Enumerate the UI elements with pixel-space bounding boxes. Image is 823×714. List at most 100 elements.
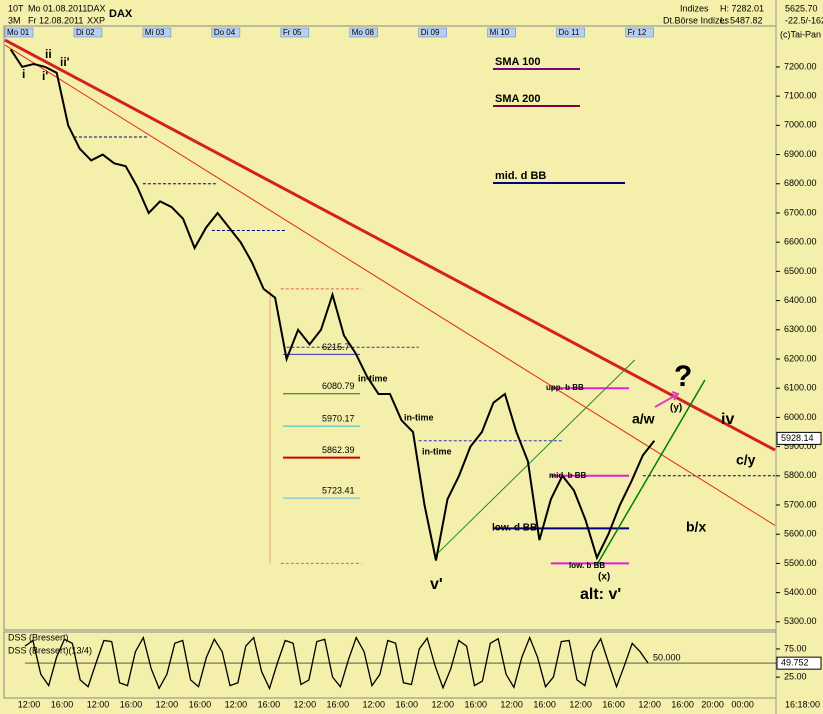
time-label: 16:00	[464, 699, 487, 709]
range: 3M	[8, 15, 21, 25]
y-tick-label: 5300.00	[784, 616, 817, 626]
y-tick-label: 5800.00	[784, 470, 817, 480]
y-tick-label: 7000.00	[784, 120, 817, 130]
osc-last-box	[776, 656, 822, 670]
annotation: a/w	[632, 411, 655, 427]
last-price-box	[776, 431, 822, 445]
y-tick-label: 7100.00	[784, 91, 817, 101]
time-label: 16:00	[671, 699, 694, 709]
annotation: (y)	[670, 403, 682, 414]
trendline	[4, 44, 776, 526]
y-tick-label: 6100.00	[784, 383, 817, 393]
osc-line	[24, 635, 649, 691]
annotation: v'	[430, 576, 443, 593]
y-tick-label: 6200.00	[784, 353, 817, 363]
x-tick-label: Do 04	[214, 28, 236, 37]
time-label: 16:00	[258, 699, 281, 709]
annotation: b/x	[686, 519, 706, 535]
x-tick-label: Mo 08	[352, 28, 375, 37]
period: 10T	[8, 3, 24, 13]
annotation: (x)	[598, 572, 610, 583]
day-box	[4, 27, 34, 38]
current-time: 16:18:00	[785, 699, 820, 709]
annotation: in-time	[404, 412, 434, 422]
osc-midline-label: 50.000	[653, 652, 681, 662]
time-label: 12:00	[431, 699, 454, 709]
osc-tick-label: 75.00	[784, 643, 807, 653]
annotation: low. b BB	[569, 561, 605, 570]
x-tick-label: Di 02	[76, 28, 95, 37]
annotation: iv	[721, 411, 734, 428]
day-box	[556, 27, 585, 38]
group: Indizes	[680, 3, 709, 13]
day-box	[280, 27, 310, 38]
fib-label: 5723.41	[322, 486, 355, 496]
day-box	[625, 27, 654, 38]
x-tick-label: Mi 10	[490, 28, 510, 37]
annotation: in-time	[422, 446, 452, 456]
y-tick-label: 5400.00	[784, 587, 817, 597]
legend-label: mid. d BB	[495, 170, 546, 182]
time-label: 16:00	[189, 699, 212, 709]
time-label: 16:00	[327, 699, 350, 709]
time-label: 20:00	[701, 699, 724, 709]
arrow	[654, 391, 680, 408]
y-tick-label: 6500.00	[784, 266, 817, 276]
y-tick-label: 6300.00	[784, 324, 817, 334]
day-box	[487, 27, 516, 38]
trendline	[4, 38, 776, 452]
group2: Dt.Börse Indizes	[663, 15, 730, 25]
instrument-name: DAX	[109, 8, 133, 20]
x-tick-label: Di 09	[421, 28, 440, 37]
y-tick-label: 5900.00	[784, 441, 817, 451]
fib-label: 6080.79	[322, 381, 355, 391]
osc-tick-label: 25.00	[784, 672, 807, 682]
y-tick-label: 7200.00	[784, 61, 817, 71]
annotation: in-time	[358, 373, 388, 383]
time-label: 00:00	[731, 699, 754, 709]
price-line	[9, 48, 656, 561]
day-box	[73, 27, 103, 38]
time-label: 16:00	[396, 699, 419, 709]
low: L: 5487.82	[720, 15, 763, 25]
annotation: ii	[45, 47, 52, 61]
trendline	[435, 359, 636, 556]
time-label: 12:00	[294, 699, 317, 709]
y-tick-label: 6800.00	[784, 178, 817, 188]
x-tick-label: Mi 03	[145, 28, 165, 37]
legend-label: SMA 200	[495, 93, 540, 105]
time-label: 12:00	[225, 699, 248, 709]
fib-label: 5862.39	[322, 445, 355, 455]
annotation: i'	[42, 69, 48, 83]
y-tick-label: 5500.00	[784, 558, 817, 568]
time-label: 12:00	[87, 699, 110, 709]
symbol: DAX	[87, 3, 106, 13]
time-label: 16:00	[533, 699, 556, 709]
annotation: c/y	[736, 452, 756, 468]
osc-subtitle: DSS (Bressert)(13/4)	[8, 645, 92, 655]
time-label: 16:00	[51, 699, 74, 709]
x-tick-label: Mo 01	[7, 28, 30, 37]
x-tick-label: Fr 05	[283, 28, 302, 37]
y-tick-label: 6900.00	[784, 149, 817, 159]
y-tick-label: 6600.00	[784, 237, 817, 247]
y-tick-label: 6000.00	[784, 412, 817, 422]
day-box	[211, 27, 241, 38]
time-label: 12:00	[156, 699, 179, 709]
high: H: 7282.01	[720, 3, 764, 13]
day-box	[418, 27, 447, 38]
osc-last-label: 49.752	[781, 658, 809, 668]
y-tick-label: 6700.00	[784, 207, 817, 217]
annotation: upp. b BB	[546, 383, 584, 392]
day-box	[142, 27, 172, 38]
annotation: alt: v'	[580, 586, 621, 603]
annotation: mid. b BB	[549, 471, 587, 480]
x-tick-label: Fr 12	[628, 28, 647, 37]
day-box	[349, 27, 379, 38]
fib-label: 5970.17	[322, 413, 355, 423]
change: -22.5/-162	[785, 15, 823, 25]
time-label: 12:00	[500, 699, 523, 709]
legend-label: SMA 100	[495, 56, 540, 68]
